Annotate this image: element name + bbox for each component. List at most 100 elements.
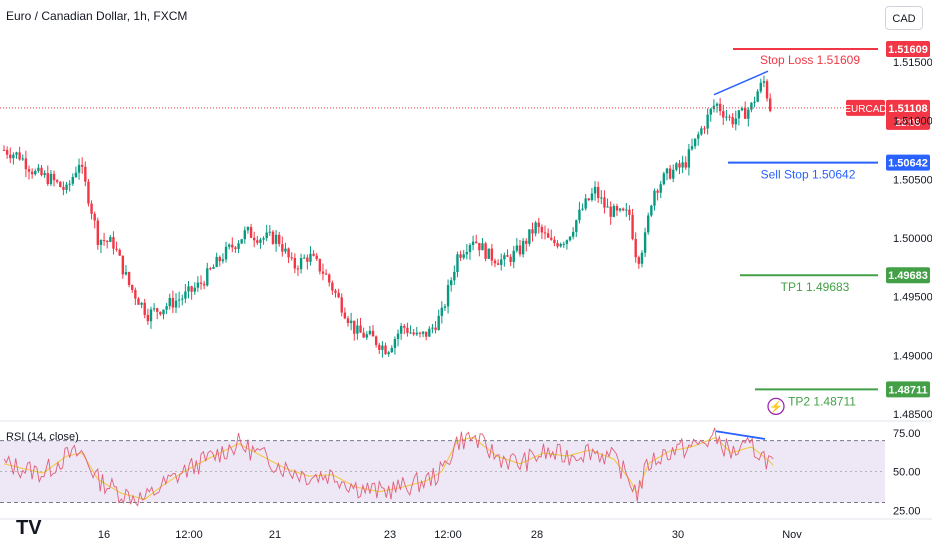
candle-body — [59, 181, 62, 188]
candle-body — [96, 220, 100, 245]
candle-body — [550, 237, 553, 240]
candle-body — [606, 206, 609, 208]
candle-body — [450, 280, 453, 286]
candle-body — [728, 116, 731, 118]
candle-body — [99, 239, 103, 245]
price-axis-tick: 1.51500 — [893, 57, 932, 69]
tp2-tag: 1.48711 — [888, 384, 927, 396]
candle-body — [215, 256, 218, 267]
candle-body — [184, 291, 187, 299]
candle-body — [165, 306, 168, 310]
candle-body — [578, 209, 581, 221]
candle-body — [768, 98, 772, 112]
candle-body — [503, 255, 506, 260]
candle-body — [678, 163, 681, 168]
candle-body — [109, 237, 112, 242]
candle-body — [478, 242, 481, 251]
time-axis-tick: 16 — [98, 529, 110, 541]
candle-body — [762, 81, 766, 83]
candle-body — [140, 302, 143, 305]
candle-body — [256, 240, 259, 243]
time-axis-tick: 12:00 — [175, 529, 203, 541]
candle-body — [337, 292, 340, 298]
candle-body — [2, 149, 6, 151]
price-axis-tick: 1.48500 — [893, 409, 932, 421]
candle-body — [462, 254, 465, 258]
candle-body — [393, 339, 397, 348]
candle-body — [684, 162, 687, 168]
candle-body — [603, 197, 606, 208]
candle-body — [84, 166, 87, 182]
candle-body — [534, 222, 537, 234]
rsi-band — [0, 440, 885, 503]
candle-body — [743, 107, 747, 119]
candle-body — [27, 169, 31, 172]
candle-body — [687, 149, 691, 168]
candle-body — [237, 243, 240, 249]
currency-button[interactable]: CAD — [885, 6, 923, 30]
candle-body — [628, 209, 631, 215]
candle-body — [443, 306, 447, 308]
candle-body — [525, 240, 528, 244]
rsi-axis-tick: 50.00 — [893, 467, 921, 479]
candle-body — [390, 347, 393, 353]
candle-body — [127, 272, 131, 286]
candle-body — [490, 248, 494, 261]
candle-body — [240, 239, 243, 244]
candle-body — [349, 320, 353, 324]
rsi-axis-tick: 25.00 — [893, 505, 921, 517]
candle-body — [537, 222, 540, 227]
candle-body — [640, 252, 644, 264]
candle-body — [424, 331, 428, 337]
candle-body — [500, 259, 503, 265]
candle-body — [509, 256, 512, 262]
candle-body — [118, 249, 121, 256]
time-axis-tick: 30 — [672, 529, 684, 541]
candle-body — [18, 152, 21, 160]
candle-body — [437, 315, 440, 330]
candle-body — [737, 110, 741, 119]
candle-body — [396, 333, 400, 340]
candle-body — [384, 345, 387, 355]
candle-body — [403, 325, 406, 328]
candle-body — [662, 173, 666, 185]
candle-body — [468, 245, 472, 253]
candle-body — [399, 325, 403, 334]
candle-body — [281, 244, 284, 252]
price-axis-tick: 1.50000 — [893, 233, 932, 245]
candle-body — [171, 298, 175, 308]
candle-body — [387, 352, 390, 355]
candle-body — [381, 345, 384, 350]
candle-body — [665, 168, 669, 174]
candle-body — [750, 102, 753, 110]
current-price-tag: 1.51108 — [888, 103, 927, 115]
candle-body — [622, 208, 625, 211]
candle-body — [290, 257, 293, 259]
time-axis-tick: Nov — [782, 529, 802, 541]
candle-body — [575, 220, 578, 232]
candle-body — [199, 282, 203, 284]
symbol-tag: EURCAD — [844, 104, 886, 115]
candle-body — [615, 206, 619, 211]
candle-body — [747, 109, 750, 119]
candle-body — [271, 231, 275, 244]
candle-body — [546, 233, 550, 238]
candle-body — [243, 230, 246, 240]
candle-body — [543, 232, 547, 234]
candle-body — [102, 239, 106, 241]
candle-body — [321, 271, 325, 274]
candle-body — [409, 332, 412, 334]
candle-body — [224, 246, 228, 260]
candle-body — [353, 320, 356, 334]
price-axis-tick: 1.49500 — [893, 292, 932, 304]
stop-loss-label: Stop Loss 1.51609 — [760, 53, 860, 67]
candle-body — [212, 266, 215, 269]
candle-body — [496, 263, 500, 265]
candle-body — [12, 154, 15, 159]
candle-body — [234, 247, 237, 249]
candle-body — [162, 309, 165, 315]
candle-body — [456, 254, 459, 272]
candle-body — [268, 231, 272, 233]
candle-body — [181, 298, 184, 300]
